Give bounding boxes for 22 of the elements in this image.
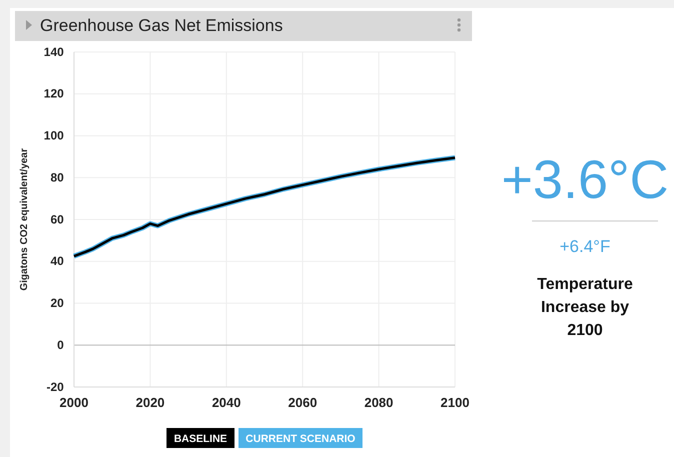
- y-tick-label: 0: [57, 338, 64, 352]
- x-tick-label: 2020: [136, 394, 165, 410]
- y-tick-label: 140: [44, 44, 64, 59]
- y-tick-label: 40: [50, 254, 64, 268]
- text: +6.4°F: [560, 237, 610, 256]
- x-tick-label: 2000: [60, 394, 88, 410]
- text: Temperature Increase by 2100: [537, 276, 633, 339]
- y-tick-label: 120: [44, 86, 64, 101]
- chart-title: Greenhouse Gas Net Emissions: [40, 16, 283, 35]
- y-tick-label: 60: [50, 212, 64, 226]
- x-tick-label: 2060: [288, 394, 318, 410]
- y-tick-label: 20: [50, 296, 64, 310]
- text: +3.6°C: [501, 150, 669, 210]
- x-tick-label: 2100: [440, 394, 470, 410]
- x-tick-label: 2040: [212, 394, 241, 410]
- y-tick-label: 100: [44, 128, 64, 143]
- y-tick-label: 80: [50, 170, 64, 184]
- y-axis-title: Gigatons CO2 equivalent/year: [19, 148, 30, 291]
- text: BASELINE: [174, 433, 228, 445]
- text: CURRENT SCENARIO: [246, 433, 356, 445]
- x-tick-label: 2080: [364, 394, 394, 410]
- y-tick-label: -20: [46, 380, 64, 394]
